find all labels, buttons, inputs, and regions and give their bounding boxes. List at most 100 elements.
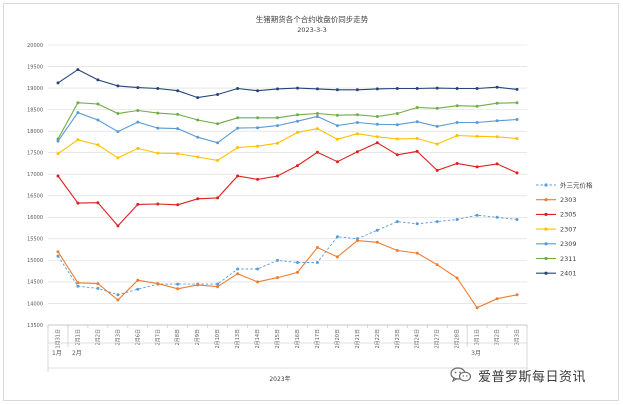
legend-label: 2307 (560, 225, 577, 233)
series-line (57, 214, 518, 296)
data-point (176, 287, 180, 291)
x-axis-month-groups: 1月 2月 3月 (47, 325, 528, 372)
data-point (176, 152, 180, 156)
data-point (435, 106, 439, 110)
data-point (355, 88, 359, 92)
data-point (455, 104, 459, 108)
data-point (475, 121, 479, 124)
data-point (256, 116, 260, 120)
data-point (335, 88, 339, 92)
data-point (335, 160, 339, 164)
data-point (136, 120, 140, 124)
data-point (236, 116, 240, 120)
data-point (156, 126, 160, 130)
x-tick-label: 2月3日 (115, 329, 121, 345)
data-point (216, 93, 220, 96)
data-point (355, 150, 359, 154)
series-2401 (56, 68, 519, 100)
chart-title: 生猪期货各个合约收盘价同步走势 (256, 14, 369, 24)
y-tick-label: 19500 (27, 64, 43, 70)
data-point (136, 202, 140, 206)
data-point (96, 201, 100, 205)
data-point (236, 267, 240, 271)
data-point (156, 282, 160, 286)
data-point (216, 122, 220, 126)
data-point (475, 165, 479, 169)
x-tick-label: 2月20日 (335, 329, 341, 349)
data-point (116, 224, 120, 228)
x-month-label: 2月 (72, 350, 82, 357)
legend-item: 2307 (536, 225, 577, 233)
data-point (236, 174, 240, 178)
data-point (455, 87, 459, 90)
data-point (335, 255, 339, 259)
data-point (495, 297, 499, 301)
gridlines (48, 44, 527, 326)
legend-label: 2401 (560, 270, 577, 278)
data-point (76, 101, 80, 105)
data-point (395, 153, 399, 157)
data-point (495, 119, 499, 123)
data-point (375, 115, 379, 118)
data-point (455, 162, 459, 165)
data-point (335, 235, 339, 239)
x-tick-label: 2月1日 (75, 329, 81, 345)
data-point (256, 177, 260, 181)
data-point (415, 251, 419, 255)
legend-marker (544, 198, 548, 202)
data-point (315, 246, 319, 249)
x-axis-title: 2023年 (269, 375, 290, 383)
data-point (56, 139, 60, 143)
series-line (57, 240, 518, 309)
data-point (296, 119, 299, 123)
data-point (395, 123, 399, 127)
x-tick-label: 2月23日 (395, 329, 401, 349)
series-line (57, 102, 518, 140)
legend-label: 外三元价格 (560, 180, 593, 189)
data-point (276, 124, 279, 128)
legend-item: 2309 (536, 240, 577, 248)
y-tick-label: 17000 (27, 172, 43, 178)
data-point (415, 87, 419, 90)
data-point (455, 121, 459, 124)
data-point (136, 146, 140, 150)
data-point (236, 146, 240, 149)
x-tick-label: 2月7日 (155, 329, 161, 345)
x-tick-label: 2月21日 (355, 329, 361, 349)
data-point (296, 164, 299, 168)
data-point (216, 158, 220, 162)
y-tick-label: 16000 (27, 215, 43, 221)
legend: 外三元价格 2303 2305 2307 2309 2311 2401 (536, 180, 593, 278)
series-2307 (56, 127, 519, 162)
data-point (256, 144, 260, 148)
data-point (315, 112, 319, 115)
x-month-label: 1月 (52, 350, 62, 357)
x-tick-label: 2月17日 (315, 329, 321, 349)
y-tick-label: 15000 (27, 258, 43, 264)
legend-item: 外三元价格 (536, 180, 593, 189)
data-point (96, 286, 100, 290)
data-point (375, 240, 379, 244)
data-point (435, 142, 439, 146)
data-point (315, 127, 319, 131)
legend-item: 2305 (536, 211, 577, 219)
data-point (515, 101, 519, 105)
data-point (196, 96, 200, 100)
data-point (435, 220, 439, 224)
y-tick-label: 19000 (27, 86, 43, 92)
data-point (96, 78, 100, 82)
y-tick-label: 18500 (27, 107, 43, 113)
x-tick-label: 2月6日 (135, 329, 141, 345)
data-point (216, 285, 220, 289)
data-point (276, 116, 279, 120)
data-point (515, 293, 519, 297)
data-point (475, 87, 479, 90)
data-point (475, 306, 479, 310)
legend-item: 2401 (536, 270, 577, 278)
data-point (56, 254, 60, 258)
x-tick-label: 2月13日 (235, 329, 241, 349)
x-tick-label: 2月15日 (275, 329, 281, 349)
data-point (415, 120, 419, 124)
data-point (256, 126, 260, 130)
